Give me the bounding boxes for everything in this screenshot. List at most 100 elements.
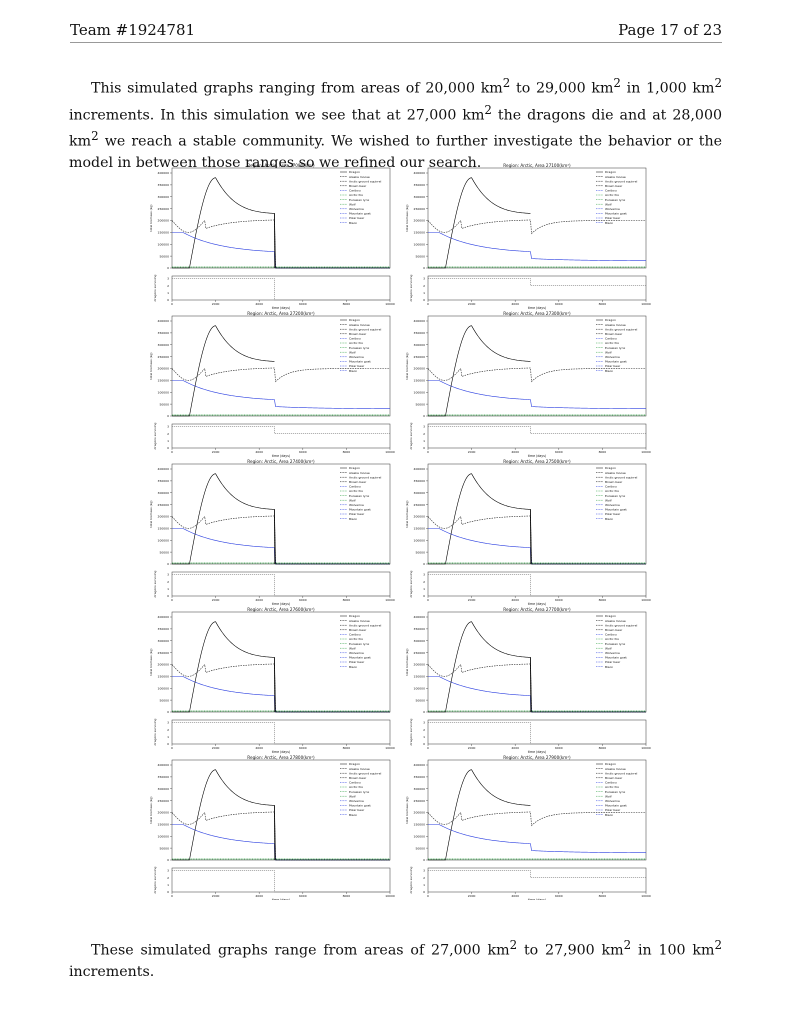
sub-y-tick-label: 2: [423, 580, 425, 584]
x-tick-label: 6000: [555, 302, 563, 306]
y-tick-label: 350000: [414, 331, 426, 335]
team-label: Team #1924781: [70, 21, 196, 39]
y-tick-label: 50000: [415, 550, 425, 554]
y-tick-label: 150000: [414, 823, 426, 827]
y-tick-label: 50000: [415, 402, 425, 406]
legend-label: Eurasian lynx: [349, 642, 369, 646]
legend-label: Brown bear: [605, 332, 623, 336]
x-tick-label: 2000: [468, 598, 476, 602]
subplot-frame: [171, 867, 391, 893]
subplot-frame: [427, 867, 647, 893]
page-header: Team #1924781 Page 17 of 23: [70, 20, 722, 43]
legend-label: Arctic fox: [605, 489, 619, 493]
chart-panel: Region: Arctic, Area 27900(km²)050000100…: [405, 755, 651, 900]
legend-label: Alaska moose: [605, 619, 626, 623]
y-tick-label: 250000: [158, 503, 170, 507]
para1-text-e: the dragons die and at 28,000 km: [69, 107, 722, 151]
y-tick-label: 350000: [414, 627, 426, 631]
x-tick-label: 2000: [212, 894, 220, 898]
x-tick-label: 4000: [511, 598, 519, 602]
legend-label: Alaska moose: [605, 471, 626, 475]
y-tick-label: 150000: [158, 379, 170, 383]
chart-panel: Region: Arctic, Area 27700(km²)050000100…: [405, 607, 651, 754]
legend-label: Arctic ground squirrel: [605, 179, 637, 183]
legend-label: Dragon: [605, 318, 616, 322]
para1-text-b: to 29,000 km: [510, 80, 614, 97]
legend-label: Alaska moose: [605, 175, 626, 179]
legend-label: Mountain goat: [605, 656, 628, 660]
y-tick-label: 350000: [158, 627, 170, 631]
y-tick-label: 300000: [158, 639, 170, 643]
para1-text-a: This simulated graphs ranging from areas…: [91, 80, 503, 97]
x-tick-label: 6000: [555, 746, 563, 750]
y-tick-label: 100000: [158, 390, 170, 394]
y-tick-label: 250000: [414, 355, 426, 359]
legend-label: Eurasian lynx: [349, 346, 369, 350]
legend-label: Bison: [349, 665, 357, 669]
y-tick-label: 250000: [158, 355, 170, 359]
sub-y-axis-label: dragons surviving: [153, 718, 157, 745]
legend-label: Wolf: [349, 794, 356, 798]
y-tick-label: 400000: [414, 763, 426, 767]
superscript-2: 2: [714, 938, 723, 952]
y-tick-label: 50000: [415, 254, 425, 258]
page-number: Page 17 of 23: [618, 21, 722, 39]
legend-label: Caribou: [349, 633, 361, 637]
closing-paragraph: These simulated graphs range from areas …: [69, 935, 722, 983]
y-tick-label: 250000: [414, 651, 426, 655]
legend-label: Brown bear: [605, 184, 623, 188]
y-tick-label: 0: [423, 562, 425, 566]
x-tick-label: 0: [171, 450, 173, 454]
series-line-moose: [427, 219, 646, 235]
subplot-frame: [171, 571, 391, 597]
sub-y-tick-label: 0: [167, 298, 169, 302]
y-axis-label: total biomass (kg): [405, 796, 409, 823]
series-line-dragon: [172, 177, 390, 269]
legend-label: Wolf: [349, 646, 356, 650]
legend-label: Eurasian lynx: [349, 494, 369, 498]
y-tick-label: 400000: [414, 615, 426, 619]
series-line-moose: [427, 811, 646, 827]
sub-y-axis-label: dragons surviving: [153, 570, 157, 597]
legend-label: Mountain goat: [605, 360, 628, 364]
y-tick-label: 250000: [158, 651, 170, 655]
y-tick-label: 100000: [414, 242, 426, 246]
legend-label: Polar bear: [605, 364, 621, 368]
legend-label: Dragon: [349, 170, 360, 174]
y-tick-label: 300000: [158, 491, 170, 495]
superscript-2: 2: [613, 76, 621, 90]
y-tick-label: 200000: [414, 219, 426, 223]
legend-label: Alaska moose: [349, 175, 370, 179]
x-tick-label: 4000: [255, 450, 263, 454]
x-tick-label: 0: [427, 746, 429, 750]
legend-label: Wolverine: [349, 503, 364, 507]
series-line-caribou: [428, 232, 647, 262]
legend-label: Arctic fox: [349, 489, 363, 493]
legend-label: Brown bear: [349, 776, 367, 780]
y-tick-label: 50000: [159, 698, 169, 702]
y-tick-label: 100000: [414, 834, 426, 838]
legend-label: Arctic fox: [605, 341, 619, 345]
superscript-2: 2: [502, 76, 511, 90]
series-line-caribou: [428, 380, 647, 410]
chart-title: Region: Arctic, Area 27000(km²): [247, 163, 315, 168]
legend-label: Caribou: [605, 189, 617, 193]
sub-y-tick-label: 2: [167, 876, 169, 880]
x-tick-label: 0: [427, 302, 429, 306]
sub-y-axis-label: dragons surviving: [409, 718, 413, 745]
legend-label: Mountain goat: [349, 360, 372, 364]
sub-y-tick-label: 3: [423, 573, 425, 577]
legend-label: Polar bear: [349, 364, 365, 368]
y-tick-label: 250000: [414, 207, 426, 211]
sub-y-tick-label: 1: [167, 735, 169, 739]
x-axis-label: time (days): [528, 306, 546, 310]
y-tick-label: 100000: [414, 390, 426, 394]
y-tick-label: 0: [423, 858, 425, 862]
y-tick-label: 300000: [414, 343, 426, 347]
legend-label: Brown bear: [605, 628, 623, 632]
y-tick-label: 0: [423, 266, 425, 270]
y-tick-label: 0: [167, 266, 169, 270]
sub-y-tick-label: 3: [167, 721, 169, 725]
y-tick-label: 400000: [158, 467, 170, 471]
series-line-dragon: [428, 177, 531, 269]
